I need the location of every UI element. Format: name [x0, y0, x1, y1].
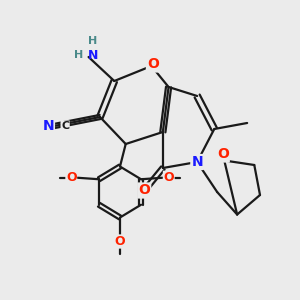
Text: O: O — [147, 58, 159, 71]
Text: H: H — [74, 50, 83, 61]
Text: N: N — [43, 119, 54, 133]
Text: N: N — [191, 155, 203, 169]
Text: O: O — [217, 148, 229, 161]
Text: N: N — [88, 49, 98, 62]
Text: H: H — [88, 35, 98, 46]
Text: O: O — [66, 171, 76, 184]
Text: O: O — [115, 235, 125, 248]
Text: O: O — [164, 171, 174, 184]
Text: O: O — [138, 184, 150, 197]
Text: C: C — [61, 121, 69, 131]
